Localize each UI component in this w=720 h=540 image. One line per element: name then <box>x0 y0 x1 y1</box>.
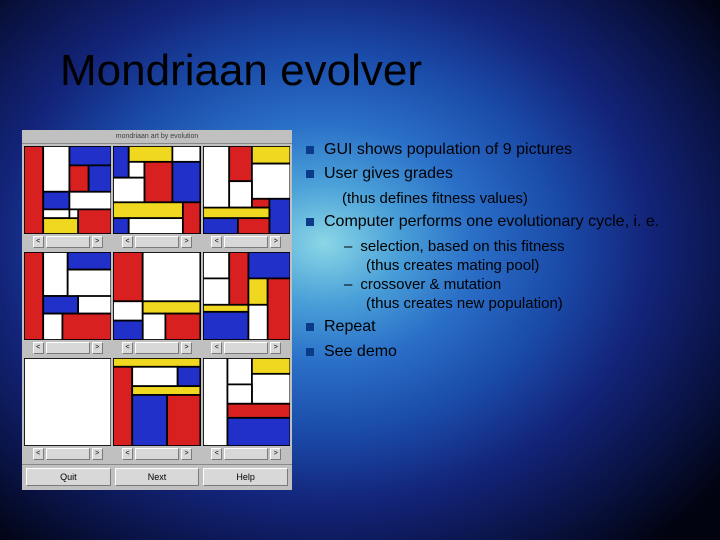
dash-sub: (thus creates new population) <box>366 294 690 313</box>
population-cell: <> <box>203 252 290 356</box>
sub-note: (thus defines fitness values) <box>342 189 690 208</box>
bullet-item: GUI shows population of 9 pictures <box>306 140 690 160</box>
bullet-content: GUI shows population of 9 pictures User … <box>306 140 690 366</box>
grade-increase-button[interactable]: > <box>181 236 192 248</box>
grade-controls: <> <box>203 446 290 462</box>
dash-text: crossover & mutation <box>360 275 501 294</box>
bullet-icon <box>306 170 314 178</box>
bullet-item: Repeat <box>306 317 690 337</box>
grade-controls: <> <box>24 446 111 462</box>
grade-display <box>135 448 179 460</box>
bullet-item: Computer performs one evolutionary cycle… <box>306 212 690 232</box>
dash-icon: – <box>344 237 352 256</box>
population-cell: <> <box>24 358 111 462</box>
bullet-icon <box>306 218 314 226</box>
mondrian-thumbnail <box>203 146 290 234</box>
grade-display <box>46 342 90 354</box>
grade-controls: <> <box>203 340 290 356</box>
dash-item: – crossover & mutation <box>344 275 690 294</box>
help-button[interactable]: Help <box>203 468 288 486</box>
grade-display <box>135 236 179 248</box>
population-cell: <> <box>203 146 290 250</box>
bullet-text: Computer performs one evolutionary cycle… <box>324 212 659 232</box>
population-cell: <> <box>203 358 290 462</box>
dash-sub: (thus creates mating pool) <box>366 256 690 275</box>
grade-decrease-button[interactable]: < <box>33 236 44 248</box>
grade-controls: <> <box>24 340 111 356</box>
grade-display <box>224 448 268 460</box>
slide-title: Mondriaan evolver <box>60 46 422 96</box>
grade-increase-button[interactable]: > <box>92 342 103 354</box>
dash-text: selection, based on this fitness <box>360 237 564 256</box>
mondrian-thumbnail <box>113 146 200 234</box>
grade-decrease-button[interactable]: < <box>211 448 222 460</box>
grade-display <box>224 342 268 354</box>
window-titlebar: mondriaan art by evolution <box>22 130 292 144</box>
mondrian-thumbnail <box>24 358 111 446</box>
mondrian-thumbnail <box>24 252 111 340</box>
grade-display <box>224 236 268 248</box>
grade-decrease-button[interactable]: < <box>211 342 222 354</box>
bullet-icon <box>306 348 314 356</box>
next-button[interactable]: Next <box>115 468 200 486</box>
bullet-icon <box>306 146 314 154</box>
grade-increase-button[interactable]: > <box>181 342 192 354</box>
grade-increase-button[interactable]: > <box>270 236 281 248</box>
grade-controls: <> <box>113 446 200 462</box>
grade-increase-button[interactable]: > <box>181 448 192 460</box>
mondrian-thumbnail <box>203 358 290 446</box>
bullet-item: User gives grades <box>306 164 690 184</box>
population-cell: <> <box>24 252 111 356</box>
grade-display <box>135 342 179 354</box>
grade-increase-button[interactable]: > <box>92 236 103 248</box>
grade-increase-button[interactable]: > <box>270 448 281 460</box>
population-cell: <> <box>24 146 111 250</box>
grade-decrease-button[interactable]: < <box>122 342 133 354</box>
grade-display <box>46 236 90 248</box>
grade-decrease-button[interactable]: < <box>33 342 44 354</box>
grade-controls: <> <box>24 234 111 250</box>
bullet-text: Repeat <box>324 317 376 337</box>
population-cell: <> <box>113 146 200 250</box>
mondrian-thumbnail <box>113 358 200 446</box>
bullet-text: GUI shows population of 9 pictures <box>324 140 572 160</box>
quit-button[interactable]: Quit <box>26 468 111 486</box>
bullet-text: See demo <box>324 342 397 362</box>
dash-item: – selection, based on this fitness <box>344 237 690 256</box>
population-cell: <> <box>113 358 200 462</box>
grade-decrease-button[interactable]: < <box>122 448 133 460</box>
app-screenshot: mondriaan art by evolution <><><><><><><… <box>22 130 292 490</box>
grade-increase-button[interactable]: > <box>92 448 103 460</box>
grade-decrease-button[interactable]: < <box>211 236 222 248</box>
grade-controls: <> <box>113 340 200 356</box>
grade-display <box>46 448 90 460</box>
grade-increase-button[interactable]: > <box>270 342 281 354</box>
app-button-row: QuitNextHelp <box>22 464 292 490</box>
mondrian-thumbnail <box>24 146 111 234</box>
bullet-item: See demo <box>306 342 690 362</box>
population-grid: <><><><><><><><><> <box>22 144 292 464</box>
bullet-text: User gives grades <box>324 164 453 184</box>
dash-icon: – <box>344 275 352 294</box>
population-cell: <> <box>113 252 200 356</box>
grade-decrease-button[interactable]: < <box>33 448 44 460</box>
bullet-icon <box>306 323 314 331</box>
grade-decrease-button[interactable]: < <box>122 236 133 248</box>
grade-controls: <> <box>203 234 290 250</box>
mondrian-thumbnail <box>203 252 290 340</box>
mondrian-thumbnail <box>113 252 200 340</box>
grade-controls: <> <box>113 234 200 250</box>
